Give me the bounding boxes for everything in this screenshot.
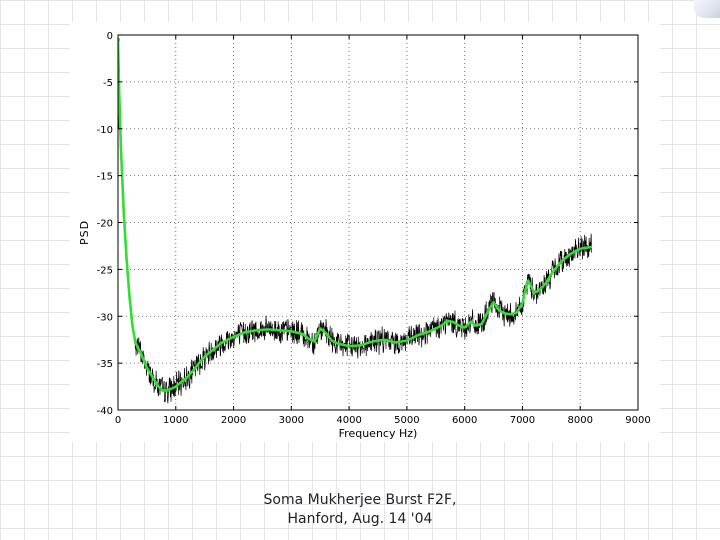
x-tick-label: 0 xyxy=(115,415,121,426)
caption-line-1: Soma Mukherjee Burst F2F, xyxy=(263,492,457,508)
y-tick-label: -15 xyxy=(97,172,113,183)
tick-layer: 0 1000 2000 3000 4000 5000 6000 7000 8000 9000 0 -5… xyxy=(97,31,651,426)
smoothed-psd-line xyxy=(118,39,592,393)
x-tick-label: 7000 xyxy=(510,415,535,426)
x-tick-label: 1000 xyxy=(163,415,188,426)
y-axis-label: PSD xyxy=(78,220,91,245)
psd-chart: 0 1000 2000 3000 4000 5000 6000 7000 8000 9000 0 -5… xyxy=(70,22,660,442)
y-tick-label: -30 xyxy=(97,312,113,323)
x-tick-label: 5000 xyxy=(394,415,419,426)
page-curl-decoration xyxy=(694,0,720,18)
y-tick-label: -25 xyxy=(97,265,113,276)
series-layer xyxy=(118,37,592,404)
y-tick-label: -20 xyxy=(97,219,113,230)
caption-line-2: Hanford, Aug. 14 '04 xyxy=(287,511,433,527)
x-tick-label: 9000 xyxy=(625,415,650,426)
y-tick-label: -10 xyxy=(97,125,113,136)
slide-caption: Soma Mukherjee Burst F2F, Hanford, Aug. … xyxy=(0,491,720,529)
x-tick-label: 2000 xyxy=(221,415,246,426)
grid-layer xyxy=(118,35,638,410)
x-tick-label: 4000 xyxy=(336,415,361,426)
raw-psd-line xyxy=(118,39,592,404)
psd-chart-svg: 0 1000 2000 3000 4000 5000 6000 7000 8000 9000 0 -5… xyxy=(78,31,651,440)
x-tick-label: 3000 xyxy=(279,415,304,426)
x-axis-label: Frequency Hz) xyxy=(339,427,418,440)
y-tick-label: -40 xyxy=(97,406,113,417)
y-tick-label: 0 xyxy=(107,31,113,42)
x-tick-label: 6000 xyxy=(452,415,477,426)
y-tick-label: -35 xyxy=(97,359,113,370)
y-tick-label: -5 xyxy=(103,78,113,89)
x-tick-label: 8000 xyxy=(567,415,592,426)
